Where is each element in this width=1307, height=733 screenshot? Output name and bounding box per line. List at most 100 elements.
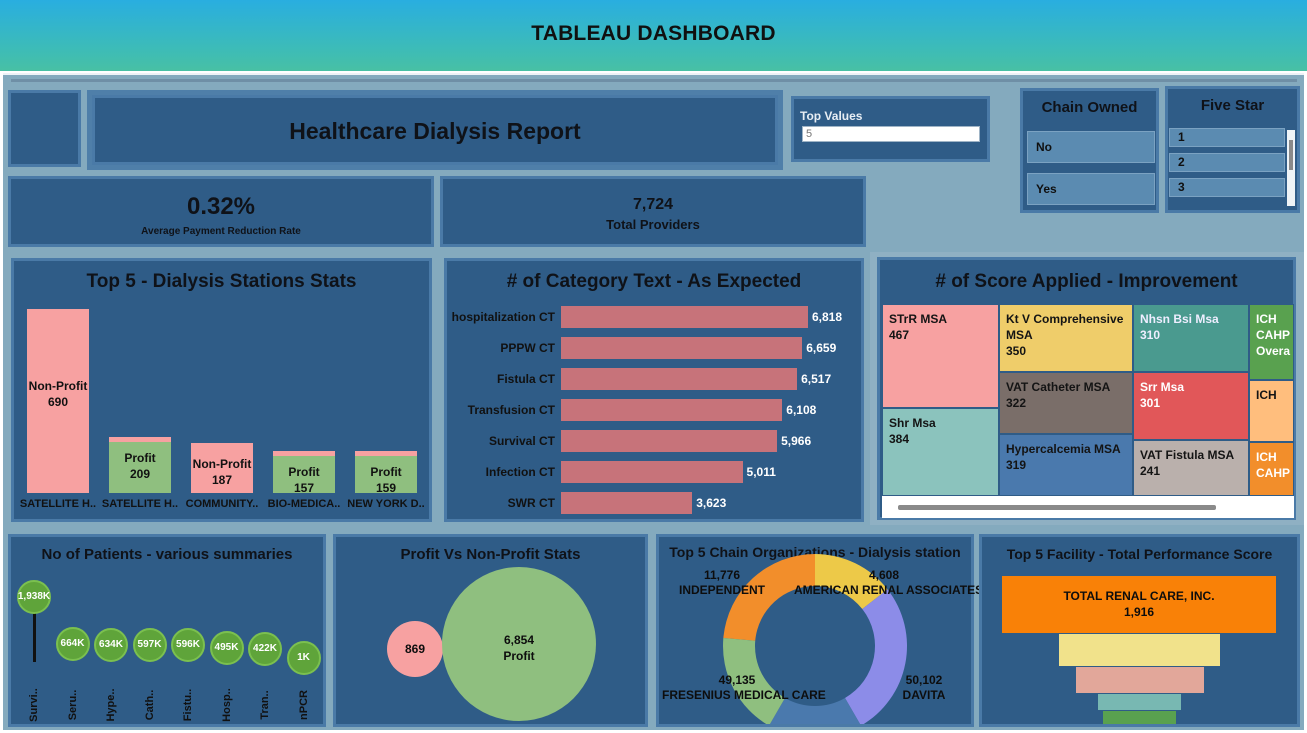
station-bar-cap	[273, 451, 335, 457]
lollipop-value: 597K	[137, 639, 162, 651]
treemap-cell-ich-cahp-overall[interactable]: ICH CAHP Overa	[1249, 304, 1294, 380]
lollipop-dot[interactable]	[248, 632, 282, 667]
treemap-cell-vat-fistula[interactable]: VAT Fistula MSA 241	[1133, 440, 1249, 496]
category-axis-label: Fistula CT	[496, 372, 555, 386]
funnel-bar-2[interactable]	[1059, 634, 1220, 666]
lollipop-stem	[32, 597, 36, 662]
profit-bubble-label: Profit	[503, 649, 535, 663]
treemap-cell-ich-cahp[interactable]: ICH CAHP	[1249, 442, 1294, 496]
treemap-cell-shr[interactable]: Shr Msa 384	[882, 408, 999, 496]
station-bar[interactable]	[191, 443, 253, 493]
lollipop-dot[interactable]	[17, 580, 51, 614]
category-bar[interactable]	[561, 306, 808, 328]
five-star-option-3[interactable]: 3	[1169, 178, 1285, 197]
chain-orgs-donut	[723, 554, 907, 724]
treemap-cell-vat-catheter[interactable]: VAT Catheter MSA 322	[999, 372, 1133, 434]
funnel-bar-3[interactable]	[1076, 667, 1204, 693]
treemap-cell-srr[interactable]: Srr Msa 301	[1133, 372, 1249, 440]
category-bar[interactable]	[561, 492, 693, 514]
donut-segment[interactable]	[723, 637, 785, 724]
station-bar-cap	[109, 437, 171, 443]
station-bar-cap	[355, 450, 417, 456]
facility-title: Top 5 Facility - Total Performance Score	[1006, 546, 1273, 562]
chain-owned-option-yes[interactable]: Yes	[1027, 173, 1155, 205]
chain-owned-option-no[interactable]: No	[1027, 131, 1155, 163]
station-bar[interactable]	[355, 450, 417, 493]
top-values-label: Top Values	[800, 109, 863, 123]
station-category-label: SATELLITE H..	[101, 498, 179, 510]
lollipop-dot[interactable]	[171, 628, 205, 663]
donut-segment[interactable]	[815, 554, 888, 610]
donut-label-ara-name: AMERICAN RENAL ASSOCIATES	[794, 583, 984, 597]
funnel-bar-5[interactable]	[1103, 711, 1176, 724]
funnel-bar-1[interactable]	[1002, 576, 1276, 633]
donut-label-davita-name: DAVITA	[902, 688, 946, 702]
lollipop-dot[interactable]	[286, 640, 321, 675]
lollipop-value: 422K	[253, 643, 277, 655]
station-category-label: NEW YORK D..	[347, 498, 425, 510]
category-bar-value: 6,818	[812, 310, 843, 324]
treemap-cell-ich[interactable]: ICH	[1249, 380, 1294, 442]
lollipop-dot[interactable]	[94, 627, 128, 662]
dashboard-canvas: Healthcare Dialysis Report Top Values Ch…	[3, 73, 1304, 730]
station-bar-value-label: 157	[293, 481, 315, 496]
category-axis-label: Transfusion CT	[467, 403, 555, 417]
lollipop-axis-label: Cath..	[143, 689, 156, 721]
score-frame: # of Score Applied - Improvement STrR MS…	[870, 252, 1304, 525]
station-bar-value-label: 690	[47, 395, 69, 409]
donut-label-independent-value: 11,776	[703, 568, 741, 582]
station-bar-type-label: Non-Profit	[28, 379, 88, 393]
top-values-input[interactable]	[802, 126, 980, 142]
station-bar[interactable]	[273, 451, 335, 493]
chain-owned-filter: Chain Owned No Yes	[1020, 88, 1159, 213]
lollipop-axis-label: Seru..	[66, 689, 79, 721]
payment-reduction-value: 0.32%	[186, 193, 256, 220]
lollipop-axis-label: Tran..	[259, 690, 271, 720]
donut-label-fresenius-name: FRESENIUS MEDICAL CARE	[662, 688, 826, 702]
treemap-cell-ktv[interactable]: Kt V Comprehensive MSA 350	[999, 304, 1133, 372]
treemap-cell-nhsn[interactable]: Nhsn Bsi Msa 310	[1133, 304, 1249, 372]
category-bar-value: 6,659	[806, 341, 837, 355]
score-treemap: STrR MSA 467 Shr Msa 384 Kt V Comprehensiv…	[882, 304, 1294, 518]
non-profit-bubble[interactable]	[387, 621, 443, 677]
funnel-bar-4[interactable]	[1098, 694, 1181, 710]
category-plot: hospitalization CT 6,818 PPPW CT 6,659 Fistu…	[447, 261, 861, 519]
payment-reduction-label: Average Payment Reduction Rate	[141, 226, 301, 237]
category-bar[interactable]	[561, 368, 798, 390]
lollipop-dot[interactable]	[55, 627, 90, 661]
stations-chart-title: Top 5 - Dialysis Stations Stats	[86, 271, 357, 292]
category-bar[interactable]	[561, 399, 783, 421]
donut-segment[interactable]	[769, 697, 861, 724]
station-bar-type-label: Profit	[124, 451, 156, 466]
lollipop-axis-label: Fistu..	[182, 688, 194, 722]
category-bar-value: 5,966	[781, 434, 812, 448]
score-chart-title: # of Score Applied - Improvement	[935, 271, 1238, 292]
station-bar[interactable]	[27, 309, 89, 493]
kpi-payment-reduction: 0.32% Average Payment Reduction Rate	[8, 176, 434, 247]
station-bar[interactable]	[109, 437, 171, 493]
category-bar[interactable]	[561, 461, 743, 483]
profit-bubble[interactable]	[442, 567, 596, 721]
lollipop-dot[interactable]	[132, 628, 167, 663]
lollipop-dot[interactable]	[209, 630, 244, 665]
treemap-cell-strr[interactable]: STrR MSA 467	[882, 304, 999, 408]
donut-segment[interactable]	[723, 554, 815, 641]
donut-segment[interactable]	[845, 589, 907, 724]
patients-chart-panel: No of Patients - various summaries 1,938…	[8, 534, 326, 727]
dashboard-banner: TABLEAU DASHBOARD	[0, 0, 1307, 71]
lollipop-value: 1K	[297, 651, 310, 663]
profit-bubble-value: 6,854	[503, 633, 535, 647]
lollipop-value: 495K	[214, 641, 239, 653]
report-title-frame: Healthcare Dialysis Report	[87, 90, 783, 170]
five-star-option-2[interactable]: 2	[1169, 153, 1285, 172]
category-bar-value: 6,517	[801, 372, 832, 386]
treemap-cell-hypercalcemia[interactable]: Hypercalcemia MSA 319	[999, 434, 1133, 496]
lollipop-value: 664K	[60, 638, 85, 649]
category-bar[interactable]	[561, 430, 778, 452]
category-bar-value: 5,011	[746, 465, 776, 479]
station-category-label: COMMUNITY..	[185, 498, 259, 510]
treemap-scrollbar[interactable]	[882, 500, 1294, 518]
five-star-scrollbar[interactable]	[1287, 130, 1295, 206]
category-bar[interactable]	[561, 337, 803, 359]
five-star-option-1[interactable]: 1	[1169, 128, 1285, 147]
